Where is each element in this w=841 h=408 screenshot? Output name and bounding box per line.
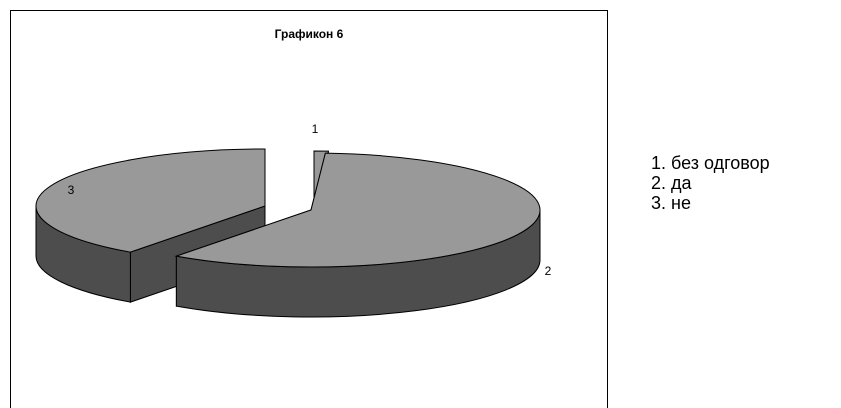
slice-label-1: 1 [312,122,319,136]
slice-label-3: 3 [68,183,75,197]
slice-3-top [35,148,266,253]
legend: 1. без одговор 2. да 3. не [651,153,770,213]
slice-label-2: 2 [545,264,552,278]
legend-item-2: 2. да [651,173,692,193]
legend-item-3: 3. не [651,193,691,213]
pie-chart: 1 2 3 [35,122,552,318]
chart-title: Графикон 6 [274,27,344,41]
slice-2-top [174,152,541,268]
legend-item-1: 1. без одговор [651,153,770,173]
